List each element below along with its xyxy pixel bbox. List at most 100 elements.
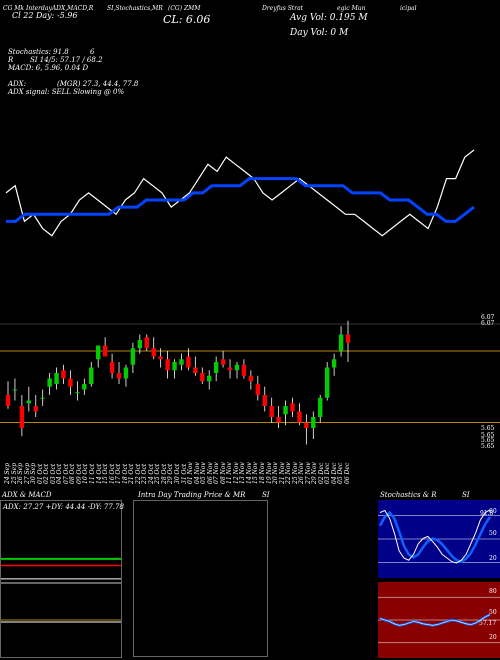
adx-frame (0, 500, 122, 583)
candle (186, 348, 191, 371)
candle (262, 386, 267, 412)
header-line1e: egic Mun (337, 5, 366, 12)
header-stoch-k: 6 (90, 48, 95, 56)
x-tick-label: 30 Oct (174, 463, 181, 484)
candle (179, 353, 184, 371)
intraday-frame (133, 500, 268, 657)
candle (227, 359, 233, 379)
stoch-rsi-panel (378, 500, 500, 658)
stoch-lines (378, 509, 500, 644)
candle (5, 381, 11, 409)
header-line1b: SI,Stochastics,MR (107, 5, 163, 12)
candle (144, 334, 149, 351)
header-stochastics: Stochastics: 91.8 (8, 48, 69, 56)
stoch-value: 91.8 (480, 510, 494, 517)
candle (54, 367, 59, 390)
candle (40, 389, 45, 406)
x-tick-label: 01 Nov (187, 462, 195, 484)
candle (248, 370, 254, 390)
stoch-signal-line (378, 510, 492, 563)
adx-panel-title: ADX & MACD (2, 491, 52, 499)
adx-readout: ADX: 27.27 +DY: 44.44 -DY: 77.78 (3, 503, 124, 511)
header-adx-signal: ADX signal: SELL Slowing @ 0% (8, 88, 125, 96)
moving-average-line (6, 177, 475, 223)
candle (165, 351, 170, 379)
candle (255, 375, 260, 401)
candle (276, 406, 281, 428)
price-label-top2: 6.07 (481, 320, 495, 327)
guide-lines (0, 323, 500, 423)
x-tick-label: 20 Nov (272, 462, 280, 484)
indicator-lines (5, 149, 475, 237)
header-adx-vals: (MGR) 27.3, 44.4, 77.8 (57, 80, 139, 88)
header-line1d: Dreyfus Strat (262, 5, 304, 12)
price-label-low4: 5.65 (481, 443, 495, 450)
stoch-panel-title: Stochastics & R (380, 491, 437, 499)
candle (130, 342, 136, 373)
x-tick-label: 06 Dec (344, 462, 351, 484)
x-tick-label: 18 Nov (259, 462, 266, 484)
candle (82, 378, 87, 395)
candle (331, 353, 337, 376)
candle (207, 370, 212, 390)
candle (89, 362, 94, 387)
header-avg-vol: Avg Vol: 0.195 M (290, 13, 368, 23)
adx-lines (1, 557, 121, 623)
candles (5, 320, 351, 445)
x-tick-label: 26 Sep (17, 462, 25, 484)
price-label-low2: 5.65 (481, 432, 495, 439)
candle (220, 351, 226, 368)
candle (290, 397, 295, 417)
close-line (5, 149, 475, 237)
header-line1: CG Mk InterdayADX,MACD,R (3, 5, 94, 12)
stoch-panel-title2: SI (462, 491, 470, 499)
main-chart (0, 149, 500, 445)
adx-macd-panel (0, 500, 122, 658)
rsi-tick-lo: 20 (489, 634, 497, 641)
rsi-thin-line (379, 614, 491, 626)
header-day-vol: Day Vol: 0 M (290, 28, 349, 38)
header-rsi-label: R (8, 56, 14, 64)
header-line1c: (CG) ZMM (168, 5, 201, 12)
candle (116, 362, 122, 384)
candle (338, 326, 344, 357)
candle (311, 411, 316, 439)
intraday-panel-title: Intra Day Trading Price & MR (138, 491, 246, 499)
candle (137, 334, 143, 354)
candle (158, 348, 163, 368)
price-label-low3: 5.65 (481, 437, 495, 444)
candle (193, 356, 198, 376)
candle (12, 378, 18, 401)
candle (96, 345, 101, 368)
x-tick-label: 11 Oct (89, 463, 96, 484)
candle (33, 395, 38, 417)
candle (151, 337, 156, 360)
candle (213, 356, 219, 382)
candle (26, 386, 32, 412)
stoch-tick-20: 20 (489, 555, 497, 562)
candle (68, 370, 73, 395)
candle (269, 397, 274, 423)
candle (102, 337, 108, 357)
rsi-value: 57.17 (479, 620, 497, 627)
price-label-low1: 5.65 (481, 425, 495, 432)
candle (47, 373, 52, 395)
candle (234, 362, 240, 379)
header-rsi: SI 14/5: 57.17 / 68.2 (30, 56, 103, 64)
x-tick-label: 24 Sep (4, 462, 11, 484)
header-close: CL: 6.06 (163, 13, 211, 26)
candle (318, 395, 323, 423)
rsi-tick-50: 50 (489, 609, 497, 616)
header-adx: ADX: (8, 80, 27, 88)
candle (200, 367, 205, 384)
candle (172, 359, 177, 379)
stoch-tick-50: 50 (489, 530, 497, 537)
candle (297, 403, 302, 426)
candle (241, 359, 247, 379)
intraday-panel-title2: SI (262, 491, 270, 499)
candle (75, 381, 80, 401)
candle (109, 353, 115, 379)
x-tick-label: 15 Oct (102, 463, 110, 484)
candle (123, 364, 129, 387)
